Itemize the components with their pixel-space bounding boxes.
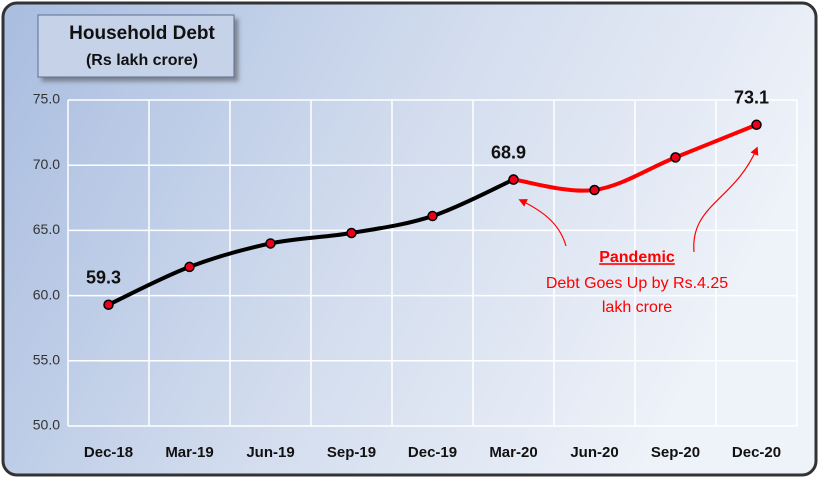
plot: 59.3 68.9 73.1 — [86, 88, 769, 310]
y-tick-label: 75.0 — [33, 91, 60, 107]
point-marker — [751, 119, 762, 131]
x-tick-label: Sep-20 — [651, 444, 700, 461]
point-marker — [103, 299, 114, 310]
point-marker — [508, 174, 519, 185]
point-marker — [265, 238, 276, 249]
x-tick-label: Dec-20 — [732, 444, 781, 461]
y-tick-label: 65.0 — [33, 221, 60, 237]
chart-title: Household Debt — [69, 23, 215, 44]
x-tick-label: Mar-19 — [165, 444, 213, 461]
grid — [67, 99, 798, 427]
series-line — [511, 122, 759, 193]
title-box — [37, 14, 235, 78]
annotation-arrow — [518, 199, 567, 247]
series-line — [106, 177, 516, 307]
y-tick-label: 50.0 — [33, 417, 60, 433]
annotation-line: lakh crore — [602, 299, 672, 316]
point-marker — [184, 261, 195, 273]
y-tick-label: 70.0 — [33, 156, 60, 172]
value-label: 73.1 — [734, 88, 769, 108]
point-marker — [670, 152, 681, 163]
annotation-line: Debt Goes Up by Rs.4.25 — [546, 275, 728, 292]
chart-subtitle: (Rs lakh crore) — [86, 52, 198, 69]
x-tick-label: Dec-18 — [84, 444, 133, 461]
x-tick-label: Jun-19 — [246, 444, 294, 461]
x-tick-label: Dec-19 — [408, 444, 457, 461]
x-tick-label: Sep-19 — [327, 444, 376, 461]
value-label: 68.9 — [491, 142, 526, 162]
point-marker — [346, 227, 357, 239]
value-label: 59.3 — [86, 267, 121, 287]
point-marker — [589, 184, 600, 196]
point-marker — [427, 210, 438, 222]
y-tick-label: 55.0 — [33, 352, 60, 368]
y-tick-label: 60.0 — [33, 286, 60, 302]
annotation-title: Pandemic — [599, 249, 675, 266]
annotation-arrow — [693, 146, 759, 253]
x-tick-label: Mar-20 — [489, 444, 537, 461]
x-tick-label: Jun-20 — [570, 444, 618, 461]
